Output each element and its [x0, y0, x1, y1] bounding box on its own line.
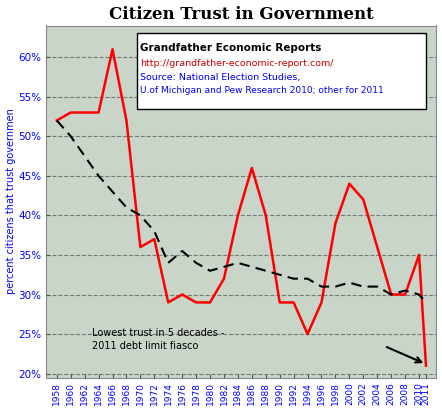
Title: Citizen Trust in Government: Citizen Trust in Government [109, 6, 374, 23]
Text: Lowest trust in 5 decades -: Lowest trust in 5 decades - [91, 328, 224, 338]
Y-axis label: percent citizens that trust governmen: percent citizens that trust governmen [6, 109, 15, 294]
FancyBboxPatch shape [137, 33, 426, 109]
Text: 2011 debt limit fiasco: 2011 debt limit fiasco [91, 342, 198, 351]
Text: Source: National Election Studies,: Source: National Election Studies, [141, 73, 301, 82]
Text: U.of Michigan and Pew Research 2010; other for 2011: U.of Michigan and Pew Research 2010; oth… [141, 85, 384, 95]
Text: Grandfather Economic Reports: Grandfather Economic Reports [141, 43, 322, 53]
Text: http://grandfather-economic-report.com/: http://grandfather-economic-report.com/ [141, 59, 334, 68]
